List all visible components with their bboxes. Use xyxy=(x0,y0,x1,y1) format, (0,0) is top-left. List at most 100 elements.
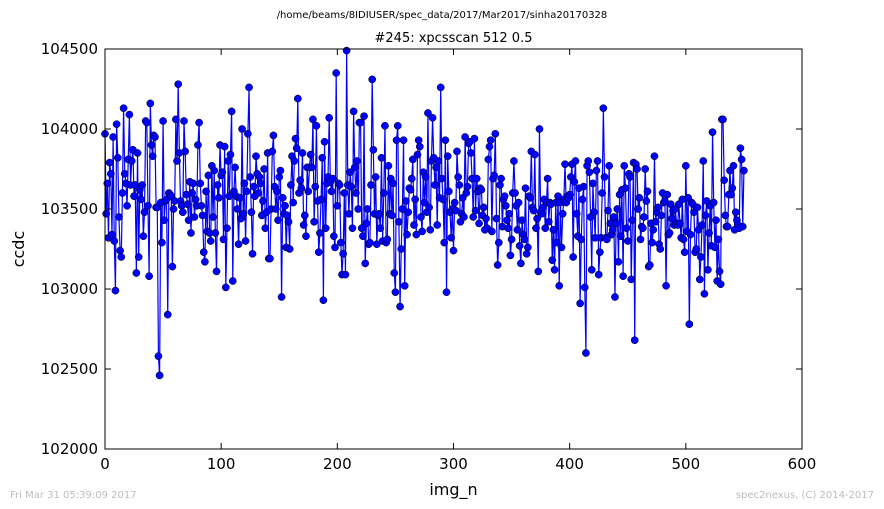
chart-title: #245: xpcsscan 512 0.5 xyxy=(375,31,533,46)
data-point xyxy=(240,210,247,217)
data-point xyxy=(247,173,254,180)
data-point xyxy=(485,156,492,163)
data-point xyxy=(463,189,470,196)
data-point xyxy=(321,138,328,145)
y-tick-label: 103500 xyxy=(41,200,98,218)
data-point xyxy=(724,223,731,230)
data-point xyxy=(196,119,203,126)
data-point xyxy=(392,289,399,296)
data-point xyxy=(610,213,617,220)
data-point xyxy=(331,244,338,251)
data-point xyxy=(302,233,309,240)
data-point xyxy=(522,185,529,192)
data-point xyxy=(464,183,471,190)
data-point xyxy=(112,287,119,294)
data-point xyxy=(633,165,640,172)
data-point xyxy=(121,170,128,177)
data-point xyxy=(273,188,280,195)
data-point xyxy=(595,271,602,278)
data-point xyxy=(299,149,306,156)
data-point xyxy=(277,167,284,174)
data-point xyxy=(394,122,401,129)
data-point xyxy=(270,132,277,139)
data-point xyxy=(292,135,299,142)
data-point xyxy=(357,119,364,126)
data-point xyxy=(381,122,388,129)
data-point xyxy=(244,130,251,137)
data-point xyxy=(108,231,115,238)
data-point xyxy=(435,157,442,164)
data-point xyxy=(448,234,455,241)
data-point xyxy=(398,245,405,252)
data-point xyxy=(686,321,693,328)
data-point xyxy=(366,239,373,246)
data-point xyxy=(400,137,407,144)
data-point xyxy=(229,277,236,284)
data-point xyxy=(191,213,198,220)
data-point xyxy=(508,236,515,243)
data-point xyxy=(738,156,745,163)
x-tick-label: 200 xyxy=(323,455,352,473)
data-point xyxy=(622,185,629,192)
data-point xyxy=(517,260,524,267)
data-point xyxy=(348,183,355,190)
data-point xyxy=(737,145,744,152)
data-point xyxy=(535,268,542,275)
data-point xyxy=(298,185,305,192)
data-point xyxy=(236,194,243,201)
data-point xyxy=(571,178,578,185)
data-point xyxy=(219,169,226,176)
data-point xyxy=(322,225,329,232)
data-point xyxy=(572,157,579,164)
data-point xyxy=(639,225,646,232)
data-point xyxy=(169,263,176,270)
data-point xyxy=(309,116,316,123)
data-point xyxy=(147,100,154,107)
data-point xyxy=(506,210,513,217)
data-point xyxy=(531,151,538,158)
data-point xyxy=(680,236,687,243)
data-point xyxy=(643,197,650,204)
data-point xyxy=(699,221,706,228)
data-point xyxy=(609,226,616,233)
data-point xyxy=(225,157,232,164)
data-point xyxy=(700,157,707,164)
data-point xyxy=(184,201,191,208)
data-point xyxy=(212,229,219,236)
data-point xyxy=(536,125,543,132)
data-point xyxy=(330,233,337,240)
data-point xyxy=(119,189,126,196)
data-point xyxy=(319,154,326,161)
data-point xyxy=(350,108,357,115)
data-point xyxy=(730,162,737,169)
data-point xyxy=(111,237,118,244)
data-point xyxy=(194,141,201,148)
data-point xyxy=(606,162,613,169)
data-point xyxy=(228,108,235,115)
data-point xyxy=(363,220,370,227)
data-point xyxy=(705,229,712,236)
data-point xyxy=(110,133,117,140)
data-point xyxy=(234,205,241,212)
data-point xyxy=(376,210,383,217)
data-point xyxy=(593,167,600,174)
data-point xyxy=(478,186,485,193)
data-point xyxy=(502,202,509,209)
data-point xyxy=(401,282,408,289)
data-point xyxy=(450,247,457,254)
data-point xyxy=(717,281,724,288)
data-point xyxy=(333,69,340,76)
data-point xyxy=(550,226,557,233)
data-point xyxy=(180,117,187,124)
data-point xyxy=(107,170,114,177)
data-point xyxy=(631,337,638,344)
data-point xyxy=(666,229,673,236)
data-point xyxy=(496,181,503,188)
data-point xyxy=(429,114,436,121)
data-point xyxy=(589,180,596,187)
x-axis-label: img_n xyxy=(429,480,477,500)
y-tick-label: 104000 xyxy=(41,120,98,138)
data-point xyxy=(134,149,141,156)
data-point xyxy=(261,165,268,172)
